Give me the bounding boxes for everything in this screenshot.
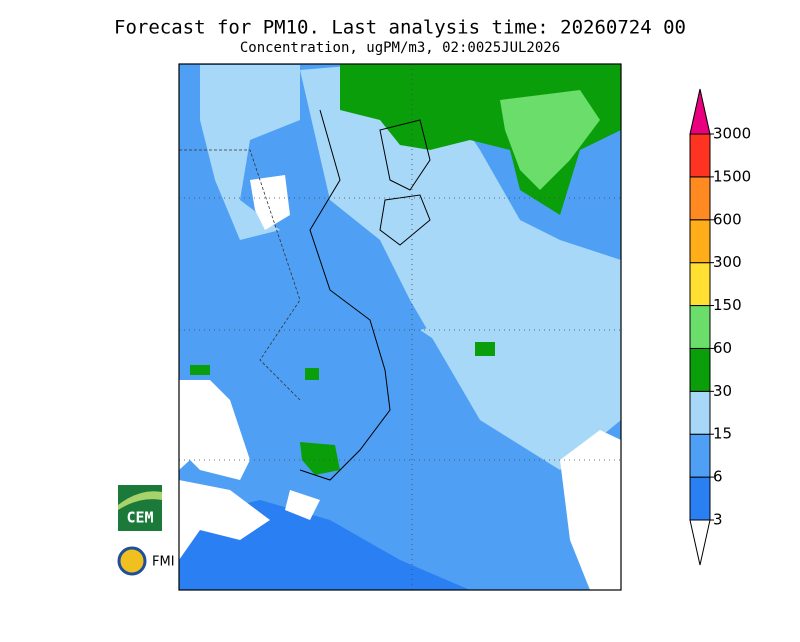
colorbar-segment [689,176,711,221]
colorbar-segment [689,433,711,478]
colorbar-segment [689,305,711,349]
sea-region [420,310,580,380]
clean-area [285,490,320,520]
map-frame [178,63,622,591]
coastline [379,119,431,191]
colorbar-segment [689,390,711,435]
pollution-area [300,442,340,475]
colorbar-over [689,88,711,135]
pollution-area [475,342,495,356]
logo-text: CEM [126,509,153,527]
border [179,149,301,401]
cem-logo: CEM [118,485,162,531]
colorbar-label: 6 [713,468,723,486]
clean-area [179,380,250,480]
pollution-area [190,365,210,375]
colorbar-label: 30 [713,382,732,400]
fmi-logo: FMI [117,546,175,576]
colorbar-label: 3 [713,511,723,529]
colorbar-label: 1500 [713,167,751,185]
colorbar: 3 6 15 30 60 150 300 600 1500 3000 [689,88,751,566]
coastline [299,109,391,481]
colorbar-label: 300 [713,253,742,271]
colorbar-under [689,519,711,566]
pollution-area [500,90,600,190]
logo-swoosh [118,491,162,510]
colorbar-label: 3000 [713,125,751,143]
land-region [200,65,300,240]
coastline [379,194,431,246]
colorbar-segment [689,133,711,178]
colorbar-segment [689,262,711,307]
colorbar-label: 15 [713,425,732,443]
colorbar-label: 150 [713,296,742,314]
graticule [179,64,621,590]
subtitle: Concentration, ugPM/m3, 02:0025JUL2026 [240,40,560,56]
colorbar-label: 600 [713,210,742,228]
colorbar-segment [689,219,711,264]
colorbar-segment [689,476,711,521]
clean-area [250,175,290,230]
title: Forecast for PM10. Last analysis time: 2… [114,17,686,39]
map [178,63,622,591]
colorbar-label: 60 [713,339,732,357]
colorbar-segment [689,347,711,392]
clean-area [179,480,270,560]
pollution-area [305,368,319,380]
logo-mark [117,546,147,576]
clean-area [560,430,621,590]
logo-text: FMI [152,555,175,570]
